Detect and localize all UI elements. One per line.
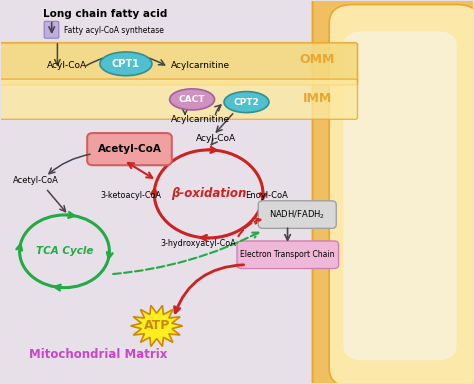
FancyBboxPatch shape bbox=[237, 241, 338, 268]
Text: Acetyl-CoA: Acetyl-CoA bbox=[13, 176, 59, 185]
FancyBboxPatch shape bbox=[313, 0, 474, 384]
Text: Long chain fatty acid: Long chain fatty acid bbox=[43, 9, 168, 19]
Text: ATP: ATP bbox=[144, 319, 170, 333]
Text: CPT1: CPT1 bbox=[112, 59, 140, 69]
Text: Acyl-CoA: Acyl-CoA bbox=[196, 134, 236, 143]
Text: CACT: CACT bbox=[179, 95, 205, 104]
Text: Electron Transport Chain: Electron Transport Chain bbox=[240, 250, 335, 259]
Text: NADH/FADH$_2$: NADH/FADH$_2$ bbox=[269, 209, 326, 221]
Ellipse shape bbox=[224, 91, 269, 113]
Ellipse shape bbox=[170, 89, 215, 110]
Text: 3-hydroxyacyl-CoA: 3-hydroxyacyl-CoA bbox=[160, 239, 236, 248]
Text: β-oxidation: β-oxidation bbox=[171, 187, 246, 200]
FancyBboxPatch shape bbox=[343, 31, 457, 360]
FancyBboxPatch shape bbox=[0, 79, 357, 119]
FancyBboxPatch shape bbox=[44, 22, 59, 38]
Text: IMM: IMM bbox=[303, 92, 332, 105]
FancyBboxPatch shape bbox=[87, 133, 172, 165]
Text: Enoyl-CoA: Enoyl-CoA bbox=[246, 191, 288, 200]
Text: 3-ketoacyl-CoA: 3-ketoacyl-CoA bbox=[100, 191, 161, 200]
Text: Fatty acyl-CoA synthetase: Fatty acyl-CoA synthetase bbox=[64, 26, 164, 35]
Text: Acetyl-CoA: Acetyl-CoA bbox=[98, 144, 162, 154]
Text: OMM: OMM bbox=[300, 53, 335, 66]
Text: Acylcarnitine: Acylcarnitine bbox=[171, 61, 230, 70]
FancyBboxPatch shape bbox=[258, 201, 336, 228]
Text: Mitochondrial Matrix: Mitochondrial Matrix bbox=[29, 348, 167, 361]
Text: Acyl-CoA: Acyl-CoA bbox=[47, 61, 87, 70]
FancyBboxPatch shape bbox=[0, 43, 357, 85]
Text: TCA Cycle: TCA Cycle bbox=[36, 246, 93, 256]
FancyBboxPatch shape bbox=[329, 5, 474, 384]
Polygon shape bbox=[131, 305, 182, 346]
Text: Acylcarnitine: Acylcarnitine bbox=[171, 115, 230, 124]
Ellipse shape bbox=[100, 52, 152, 76]
Text: CPT2: CPT2 bbox=[234, 98, 259, 107]
